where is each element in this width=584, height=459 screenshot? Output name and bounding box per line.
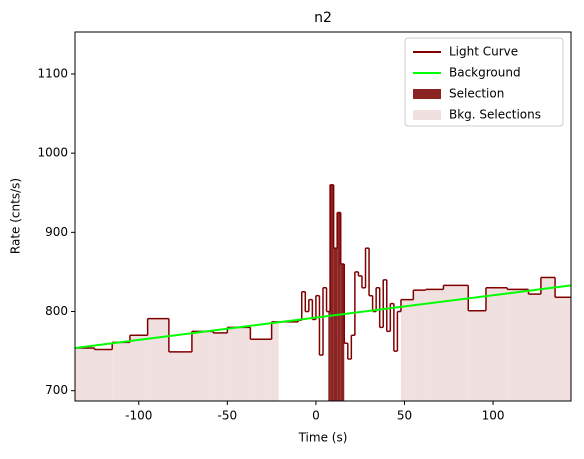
bkg-selection [443, 285, 469, 401]
bkg-selection [555, 297, 571, 401]
bkg-selection [485, 287, 508, 401]
bkg-selection [413, 290, 426, 401]
bkg-selection [213, 332, 228, 401]
bkg-selection [168, 351, 192, 401]
legend-swatch [413, 89, 441, 99]
selection [330, 184, 334, 401]
x-tick-label: 50 [397, 409, 412, 423]
bkg-selection [147, 318, 169, 401]
background-line [74, 284, 572, 349]
y-tick-label: 900 [45, 225, 68, 239]
bkg-selection [250, 339, 272, 401]
legend-box [404, 37, 564, 127]
bkg-selection [271, 321, 279, 401]
selection [333, 248, 338, 401]
bkg-selection [112, 342, 130, 401]
selection [340, 264, 345, 401]
legend-label: Bkg. Selections [449, 108, 541, 122]
x-axis-label: Time (s) [298, 431, 348, 445]
x-tick-label: 100 [482, 409, 505, 423]
x-tick-label: -50 [218, 409, 238, 423]
y-axis-label: Rate (cnts/s) [9, 178, 23, 254]
bkg-selection [528, 294, 541, 401]
bkg-selection [94, 349, 113, 401]
selection [328, 311, 331, 401]
bkg-selection [468, 310, 486, 401]
legend-label: Light Curve [449, 45, 518, 59]
bkg-selection [227, 327, 251, 401]
y-tick-label: 1100 [37, 66, 68, 80]
bkg-selection [75, 347, 95, 401]
x-tick-label: -100 [125, 409, 152, 423]
legend-label: Selection [449, 87, 504, 101]
legend-swatch [413, 110, 441, 120]
x-tick-label: 0 [312, 409, 320, 423]
selection [337, 212, 341, 401]
y-tick-label: 700 [45, 383, 68, 397]
chart-title: n2 [314, 10, 332, 26]
bkg-selection [191, 331, 214, 401]
bkg-selection [425, 289, 444, 401]
legend-label: Background [449, 66, 521, 80]
bkg-selection [507, 289, 529, 401]
bkg-selection [540, 277, 556, 401]
bkg-selection [129, 335, 148, 401]
bkg-selection [400, 299, 414, 401]
y-tick-label: 1000 [37, 146, 68, 160]
y-tick-label: 800 [45, 304, 68, 318]
plot-frame [74, 31, 572, 402]
